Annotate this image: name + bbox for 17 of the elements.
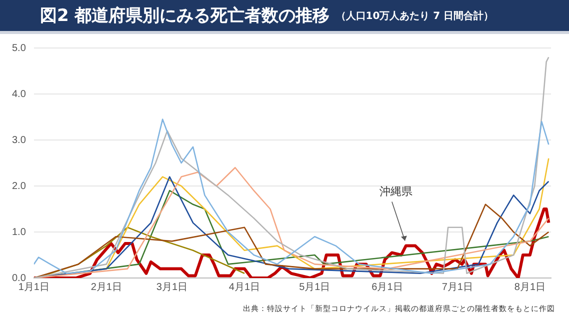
x-tick-label: 5月1日 bbox=[299, 282, 330, 293]
x-tick-label: 3月1日 bbox=[156, 282, 188, 293]
y-tick-label: 1.0 bbox=[12, 226, 26, 238]
y-tick-label: 5.0 bbox=[12, 42, 26, 54]
x-tick-label: 4月1日 bbox=[228, 282, 260, 293]
x-tick-label: 7月1日 bbox=[442, 282, 473, 293]
x-tick-label: 1月1日 bbox=[18, 282, 50, 293]
y-tick-label: 0.0 bbox=[12, 272, 26, 284]
y-tick-label: 3.0 bbox=[12, 134, 26, 146]
annotation: 沖縄県 bbox=[379, 185, 412, 198]
y-tick-label: 4.0 bbox=[12, 88, 26, 100]
x-tick-label: 2月1日 bbox=[90, 282, 122, 293]
chart-title: 図2 都道府県別にみる死亡者数の推移 bbox=[40, 5, 330, 27]
chart-subtitle: （人口10万人あたり 7 日間合計） bbox=[336, 10, 494, 22]
x-tick-label: 8月1日 bbox=[514, 282, 546, 293]
x-tick-label: 6月1日 bbox=[372, 282, 403, 293]
y-tick-label: 2.0 bbox=[12, 180, 26, 192]
